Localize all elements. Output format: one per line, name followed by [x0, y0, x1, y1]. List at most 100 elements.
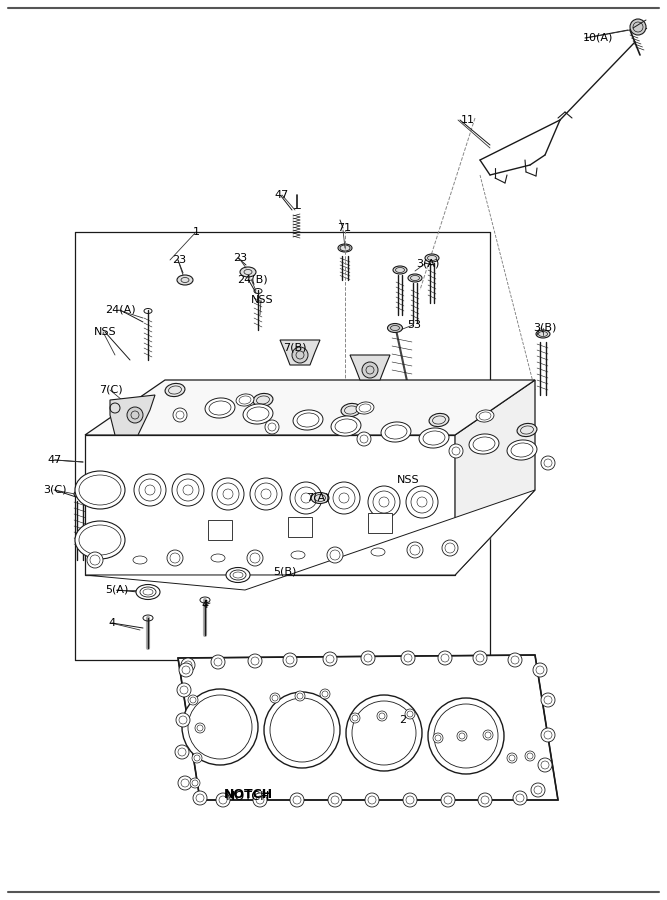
Circle shape: [407, 542, 423, 558]
Circle shape: [216, 793, 230, 807]
Ellipse shape: [429, 413, 449, 427]
Text: 53: 53: [407, 320, 421, 330]
Circle shape: [483, 730, 493, 740]
Ellipse shape: [136, 584, 160, 599]
Ellipse shape: [393, 266, 407, 274]
Text: 47: 47: [275, 190, 289, 200]
Circle shape: [433, 733, 443, 743]
Text: 5(A): 5(A): [105, 585, 129, 595]
Text: 5(B): 5(B): [273, 567, 297, 577]
Circle shape: [403, 793, 417, 807]
Circle shape: [177, 683, 191, 697]
Ellipse shape: [338, 244, 352, 252]
Circle shape: [172, 474, 204, 506]
Ellipse shape: [311, 492, 329, 503]
Text: NSS: NSS: [397, 475, 420, 485]
Circle shape: [195, 723, 205, 733]
Polygon shape: [350, 355, 390, 380]
Circle shape: [541, 456, 555, 470]
Text: 11: 11: [461, 115, 475, 125]
Circle shape: [283, 653, 297, 667]
Text: 3(B): 3(B): [534, 323, 557, 333]
Ellipse shape: [75, 521, 125, 559]
Text: 7(C): 7(C): [99, 385, 123, 395]
Ellipse shape: [536, 330, 550, 338]
Circle shape: [248, 654, 262, 668]
Circle shape: [508, 653, 522, 667]
Ellipse shape: [408, 274, 422, 282]
Circle shape: [193, 791, 207, 805]
Ellipse shape: [388, 323, 402, 332]
Ellipse shape: [165, 383, 185, 397]
Text: 3(C): 3(C): [43, 485, 67, 495]
Circle shape: [365, 793, 379, 807]
Circle shape: [357, 432, 371, 446]
Circle shape: [346, 695, 422, 771]
Circle shape: [190, 778, 200, 788]
Circle shape: [368, 486, 400, 518]
Bar: [288, 517, 312, 537]
Circle shape: [525, 751, 535, 761]
Text: 23: 23: [172, 255, 186, 265]
Circle shape: [507, 753, 517, 763]
Circle shape: [428, 698, 504, 774]
Circle shape: [473, 651, 487, 665]
Circle shape: [250, 478, 282, 510]
Circle shape: [441, 793, 455, 807]
Text: 4: 4: [201, 600, 209, 610]
Ellipse shape: [425, 254, 439, 262]
Circle shape: [513, 791, 527, 805]
Ellipse shape: [177, 275, 193, 285]
Circle shape: [361, 651, 375, 665]
Ellipse shape: [226, 568, 250, 582]
Circle shape: [377, 711, 387, 721]
Circle shape: [127, 407, 143, 423]
Circle shape: [401, 651, 415, 665]
Circle shape: [541, 693, 555, 707]
Circle shape: [264, 692, 340, 768]
Circle shape: [478, 793, 492, 807]
Circle shape: [247, 550, 263, 566]
Bar: [368, 513, 392, 533]
Text: NSS: NSS: [251, 295, 273, 305]
Circle shape: [292, 347, 308, 363]
Text: 71: 71: [337, 223, 351, 233]
Text: 24(B): 24(B): [237, 274, 267, 284]
Circle shape: [541, 728, 555, 742]
Circle shape: [320, 689, 330, 699]
Text: NOTCH: NOTCH: [223, 788, 273, 802]
Circle shape: [253, 793, 267, 807]
Circle shape: [457, 731, 467, 741]
Ellipse shape: [341, 403, 361, 417]
Bar: [208, 520, 232, 540]
Circle shape: [179, 663, 193, 677]
Polygon shape: [85, 435, 455, 575]
Text: 2: 2: [400, 715, 407, 725]
Circle shape: [175, 745, 189, 759]
Text: NSS: NSS: [93, 327, 116, 337]
Ellipse shape: [293, 410, 323, 430]
Circle shape: [328, 482, 360, 514]
Polygon shape: [85, 490, 535, 590]
Ellipse shape: [253, 393, 273, 407]
Polygon shape: [455, 380, 535, 575]
Ellipse shape: [74, 491, 86, 498]
Circle shape: [438, 651, 452, 665]
Circle shape: [211, 655, 225, 669]
Ellipse shape: [381, 422, 411, 442]
Polygon shape: [85, 380, 535, 435]
Ellipse shape: [469, 434, 499, 454]
Circle shape: [533, 663, 547, 677]
Ellipse shape: [356, 402, 374, 414]
Text: 7(B): 7(B): [283, 342, 307, 352]
Circle shape: [212, 478, 244, 510]
Circle shape: [270, 693, 280, 703]
Text: 23: 23: [233, 253, 247, 263]
Circle shape: [178, 776, 192, 790]
Text: 3(A): 3(A): [416, 258, 440, 268]
Ellipse shape: [85, 460, 95, 464]
Ellipse shape: [517, 423, 537, 436]
Circle shape: [538, 758, 552, 772]
Circle shape: [442, 540, 458, 556]
Circle shape: [630, 19, 646, 35]
